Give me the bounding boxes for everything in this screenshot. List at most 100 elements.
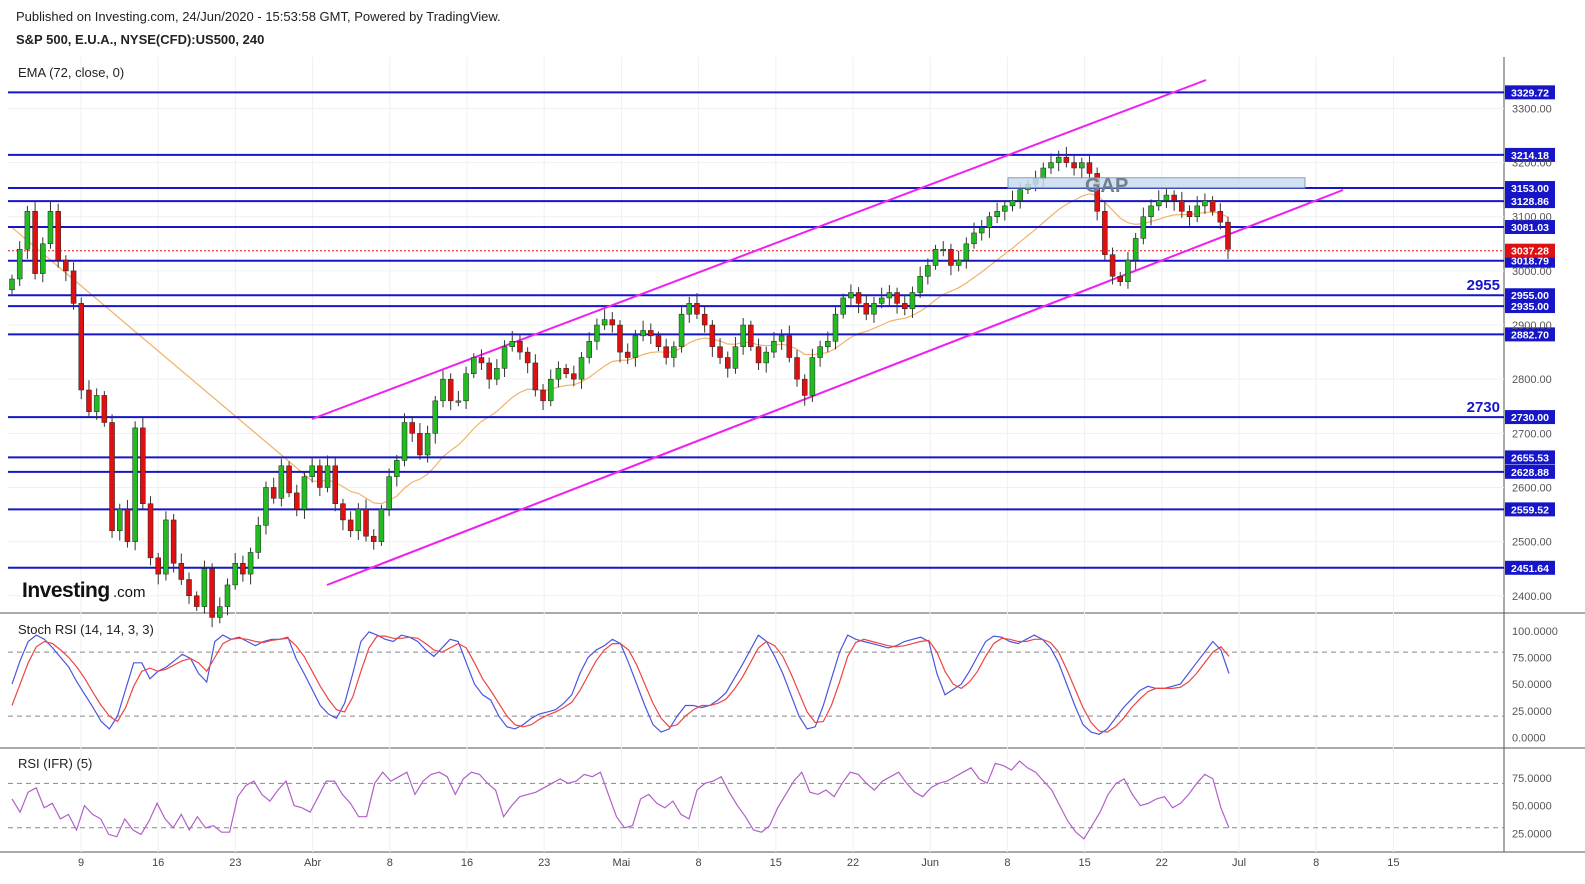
x-tick-label: 23 [229, 857, 241, 869]
level-tag-label: 3128.86 [1511, 196, 1549, 208]
candle-body [925, 265, 931, 277]
level-tag [1505, 288, 1555, 303]
y-tick-label: 3100.00 [1512, 212, 1552, 224]
candle-body [547, 378, 554, 402]
candle-body [263, 487, 269, 526]
candle-body [317, 465, 323, 488]
candle-body [124, 508, 131, 542]
candle-body [978, 227, 985, 234]
x-tick-label: 23 [538, 857, 550, 869]
x-tick-label: 16 [152, 857, 164, 869]
candle-body [347, 519, 354, 532]
candle-body [332, 465, 338, 504]
level-tag [1505, 220, 1555, 235]
candle-body [478, 357, 485, 364]
candle-body [63, 259, 69, 272]
candle-body [671, 346, 677, 358]
candle-body [540, 389, 546, 402]
candle-body [1179, 200, 1185, 212]
candle-body [786, 335, 793, 358]
candle-body [1079, 162, 1085, 169]
candle-body [186, 579, 192, 597]
candle-body [1002, 205, 1008, 212]
candle-body [1048, 162, 1054, 169]
candle-body [871, 303, 877, 315]
candle-body [617, 324, 623, 353]
level-tag [1505, 194, 1555, 209]
candle-body [986, 216, 993, 228]
candle-body [486, 362, 492, 380]
candle-body [909, 292, 916, 310]
x-tick-label: 15 [1387, 857, 1399, 869]
candle-body [1163, 194, 1170, 201]
y-tick-label: 2500.00 [1512, 537, 1552, 549]
candle-body [401, 422, 408, 461]
candle-body [101, 395, 108, 423]
candle-body [1186, 211, 1193, 217]
candle-body [386, 476, 392, 510]
candle-body [563, 368, 569, 375]
investing-logo: Investing [22, 579, 110, 602]
candle-body [286, 465, 292, 494]
candle-body [809, 357, 816, 396]
candle-body [817, 346, 823, 358]
candle-body [132, 427, 138, 542]
x-tick-label: 15 [1078, 857, 1090, 869]
candle-body [394, 460, 400, 477]
candle-body [932, 248, 939, 266]
candle-body [93, 395, 100, 412]
candle-body [155, 557, 161, 575]
x-tick-label: 22 [1156, 857, 1168, 869]
candle-body [778, 335, 785, 342]
candle-body [32, 211, 38, 274]
candle-body [432, 400, 439, 434]
candle-body [686, 303, 693, 315]
candle-body [848, 292, 854, 299]
candle-body [963, 243, 970, 261]
candle-body [455, 400, 462, 403]
candle-body [701, 313, 708, 326]
candle-body [902, 303, 908, 310]
candle-body [1094, 173, 1100, 212]
candle-body [724, 357, 731, 369]
candle-body [1194, 205, 1200, 217]
level-tag-label: 2451.64 [1511, 563, 1549, 575]
candle-body [270, 487, 277, 499]
level-tag-label: 2559.52 [1511, 504, 1549, 516]
candle-body [109, 422, 115, 532]
candle-body [1102, 211, 1108, 255]
candle-body [1148, 205, 1154, 217]
channel-lower-line [326, 189, 1344, 586]
level-tag [1505, 181, 1555, 196]
y-tick-label: 3000.00 [1512, 266, 1552, 278]
level-tag-label: 3214.18 [1511, 150, 1549, 162]
candle-body [355, 508, 362, 532]
candle-body [601, 319, 608, 326]
stoch-y-tick: 75.0000 [1512, 652, 1552, 664]
x-tick-label: 8 [1004, 857, 1010, 869]
stoch-y-tick: 25.0000 [1512, 706, 1552, 718]
candle-body [1063, 156, 1070, 163]
candle-body [555, 368, 562, 380]
candle-body [1171, 194, 1177, 201]
last-price-label: 3037.28 [1511, 246, 1549, 258]
level-tag [1505, 560, 1555, 575]
candle-body [894, 292, 900, 304]
gap-label: GAP [1085, 175, 1128, 197]
candle-body [740, 324, 746, 347]
candle-body [1086, 162, 1093, 174]
level-tag-label: 2730.00 [1511, 412, 1549, 424]
candle-body [255, 525, 262, 553]
candle-body [948, 248, 954, 266]
candle-body [147, 503, 154, 559]
x-tick-label: 9 [78, 857, 84, 869]
candle-body [863, 303, 870, 315]
candle-body [447, 378, 454, 402]
candle-body [571, 373, 577, 380]
rsi-y-tick: 25.0000 [1512, 828, 1552, 840]
rsi-pane-title: RSI (IFR) (5) [18, 756, 92, 771]
x-tick-label: Jun [921, 857, 939, 869]
candle-body [1017, 189, 1023, 201]
candle-body [409, 422, 415, 434]
